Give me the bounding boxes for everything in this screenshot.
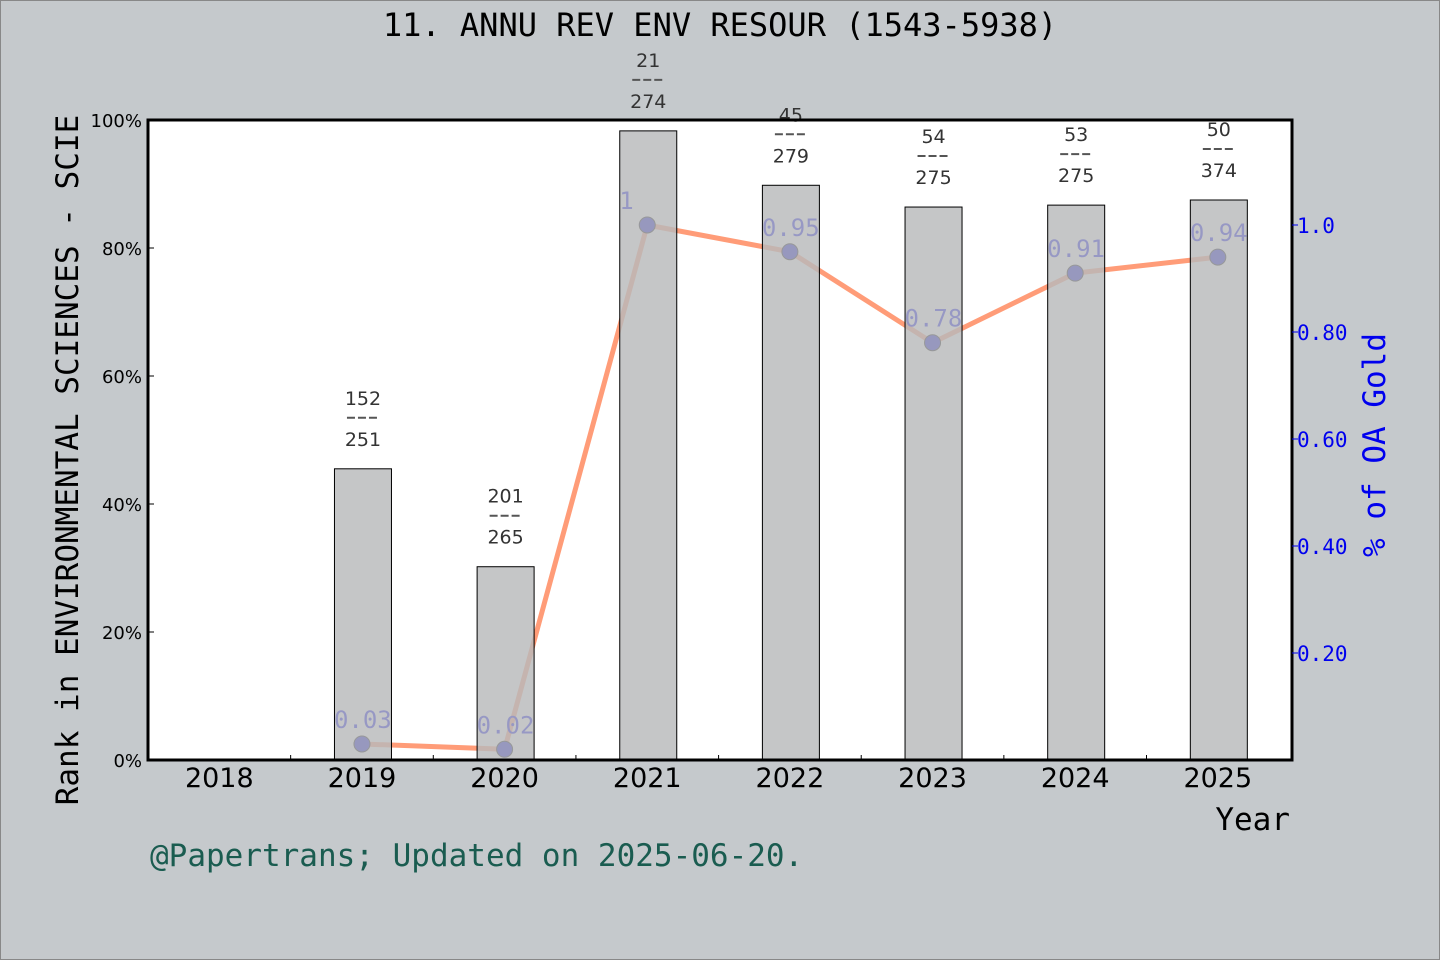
- rank-label: 201: [487, 486, 523, 508]
- y2-axis-label: % of OA Gold: [1357, 333, 1393, 557]
- rank-label: 54: [921, 126, 945, 148]
- y-tick-label: 20%: [102, 623, 142, 644]
- y-axis-label: Rank in ENVIRONMENTAL SCIENCES - SCIE: [50, 115, 86, 806]
- y-tick-label: 60%: [102, 367, 142, 388]
- rank-label: 152: [345, 388, 381, 410]
- plot-border: [146, 118, 1294, 762]
- total-label: 274: [630, 91, 666, 113]
- x-tick-label: 2020: [470, 763, 539, 794]
- rank-label: 53: [1064, 124, 1088, 146]
- rank-bar: [333, 468, 392, 761]
- y2-tick-label: 0.80: [1297, 321, 1348, 345]
- total-label: 374: [1201, 160, 1237, 182]
- footer-credit: @Papertrans; Updated on 2025-06-20.: [150, 838, 803, 874]
- plot-area: [148, 120, 1292, 760]
- rank-bar: [1047, 204, 1106, 761]
- x-tick-label: 2025: [1183, 763, 1252, 794]
- rank-label: 21: [636, 50, 660, 72]
- rank-bar: [476, 566, 535, 761]
- y2-tick-label: 0.60: [1297, 428, 1348, 452]
- x-axis-label: Year: [1215, 802, 1290, 838]
- x-tick-label: 2022: [756, 763, 825, 794]
- rank-label: 50: [1207, 119, 1231, 141]
- x-tick-label: 2021: [613, 763, 682, 794]
- y2-tick-label: 0.20: [1297, 642, 1348, 666]
- total-label: 279: [773, 145, 809, 167]
- y2-tick-label: 1.0: [1297, 214, 1335, 238]
- rank-bar: [904, 206, 963, 761]
- x-tick-label: 2019: [328, 763, 397, 794]
- x-tick-label: 2023: [898, 763, 967, 794]
- total-label: 251: [345, 429, 381, 451]
- rank-bar: [619, 130, 678, 761]
- rank-bar: [761, 184, 820, 761]
- x-tick-label: 2018: [185, 763, 254, 794]
- y-tick-label: 80%: [102, 239, 142, 260]
- total-label: 265: [487, 527, 523, 549]
- y-tick-label: 100%: [91, 111, 142, 132]
- y-tick-label: 0%: [113, 751, 142, 772]
- y2-tick-label: 0.40: [1297, 535, 1348, 559]
- total-label: 275: [1058, 165, 1094, 187]
- chart-title: 11. ANNU REV ENV RESOUR (1543-5938): [383, 6, 1057, 44]
- rank-label: 45: [779, 104, 803, 126]
- total-label: 275: [915, 167, 951, 189]
- rank-bar: [1189, 199, 1248, 761]
- y-tick-label: 40%: [102, 495, 142, 516]
- x-tick-label: 2024: [1041, 763, 1110, 794]
